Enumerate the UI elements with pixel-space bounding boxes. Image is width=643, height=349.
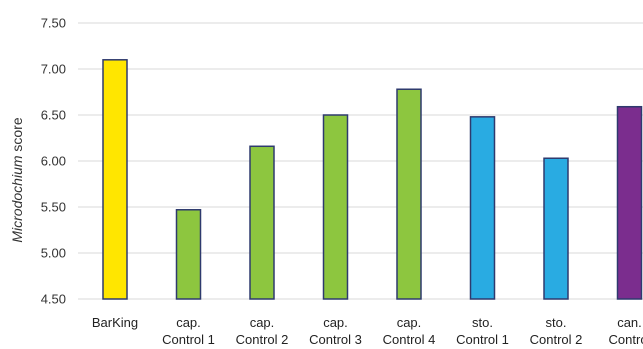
bar-1 [102, 59, 128, 300]
y-tick-label: 5.00 [41, 246, 66, 261]
bar-3 [249, 145, 275, 300]
y-tick-label: 4.50 [41, 292, 66, 307]
bar-2 [175, 209, 202, 300]
x-category-label: BarKing [92, 315, 138, 330]
x-axis-categories: BarKing cap. Control 1 cap. Control 2 cap. Con… [92, 315, 643, 347]
bar-5 [396, 88, 422, 300]
x-category-label: sto. Control 1 [456, 315, 509, 347]
x-category-label: cap. Control 4 [383, 315, 436, 347]
bar-7 [543, 157, 569, 300]
bar-6 [469, 116, 496, 300]
y-tick-label: 7.50 [41, 16, 66, 31]
y-axis-title: Microdochium score [9, 117, 25, 242]
bars [102, 59, 643, 300]
x-category-label: can.Control [609, 315, 643, 347]
y-axis-ticks: 4.50 5.00 5.50 6.00 6.50 7.00 7.50 [41, 16, 66, 307]
gridlines [78, 22, 643, 300]
y-axis-title-italic: Microdochium [9, 155, 25, 242]
y-tick-label: 6.00 [41, 154, 66, 169]
x-category-label: cap. Control 1 [162, 315, 215, 347]
x-category-label: cap. Control 2 [236, 315, 289, 347]
x-category-label: cap. Control 3 [309, 315, 362, 347]
bar-4 [322, 114, 349, 300]
y-tick-label: 7.00 [41, 62, 66, 77]
y-tick-label: 6.50 [41, 108, 66, 123]
bar-8 [616, 105, 643, 300]
y-tick-label: 5.50 [41, 200, 66, 215]
x-category-label: sto. Control 2 [530, 315, 583, 347]
y-axis-title-rest: score [9, 117, 25, 155]
